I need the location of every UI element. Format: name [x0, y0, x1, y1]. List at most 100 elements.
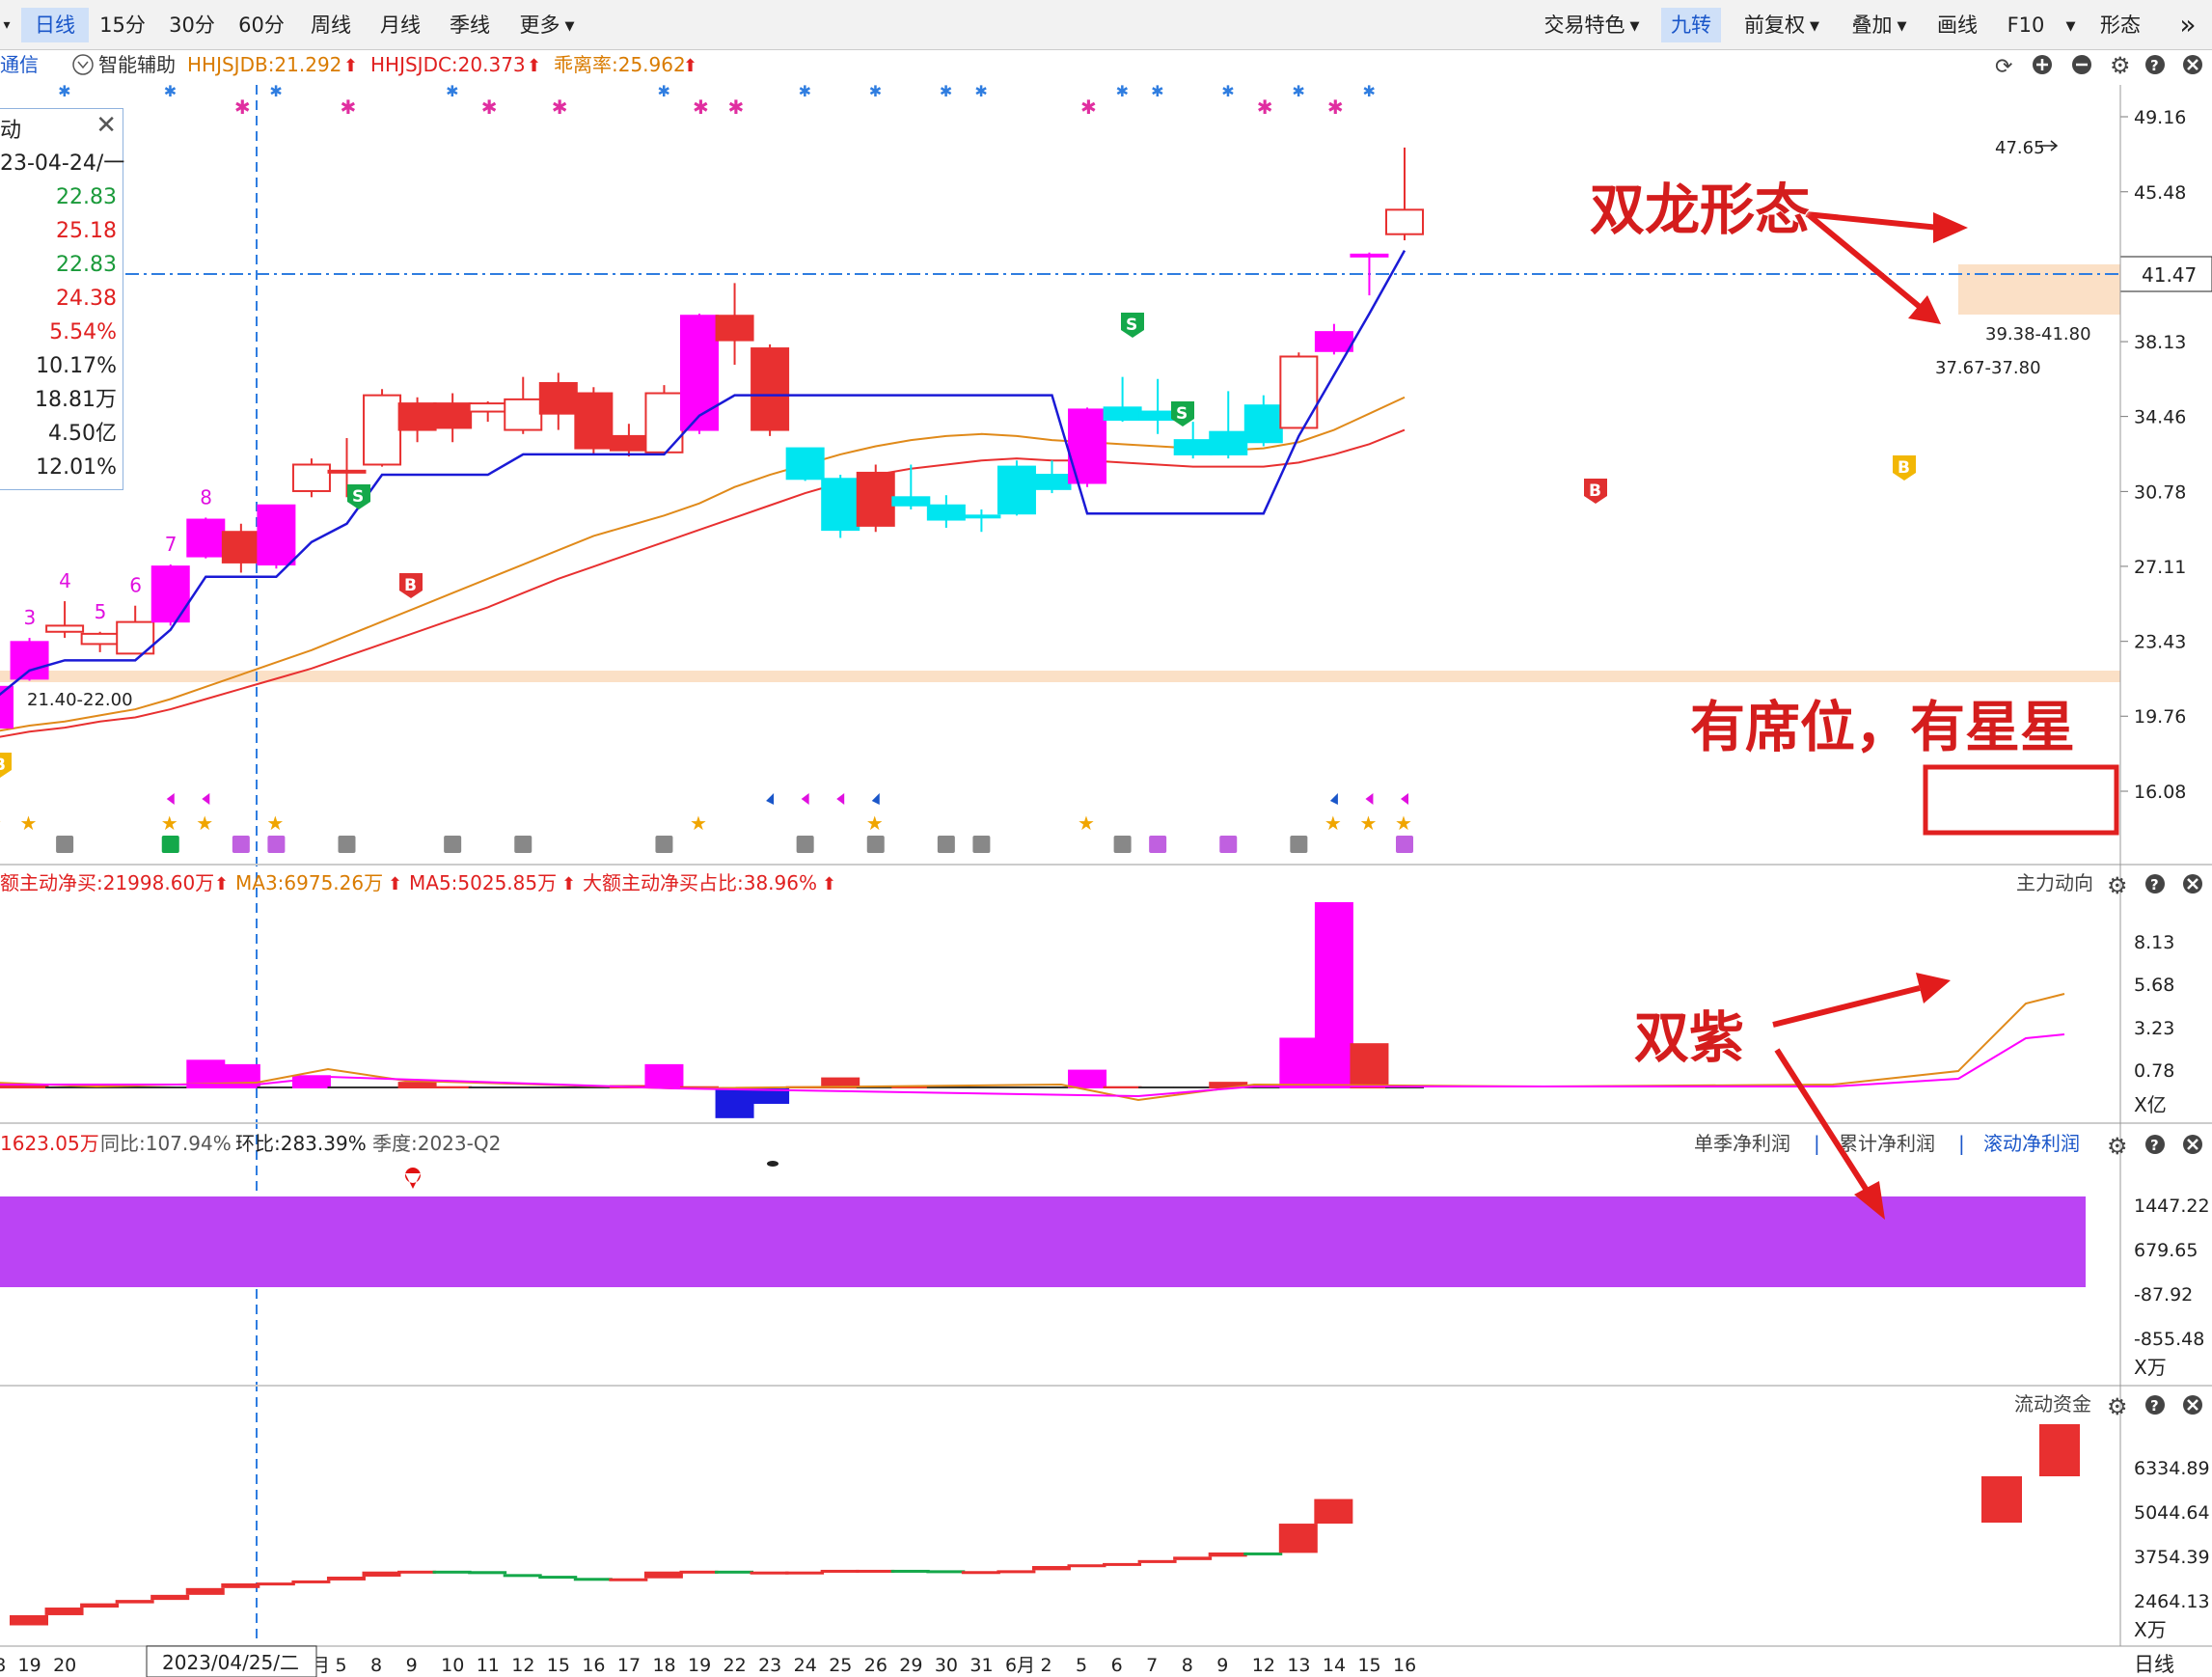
candle-body	[433, 402, 473, 429]
overlay-button[interactable]: 叠加 ▼	[1841, 8, 1918, 42]
f10-button[interactable]: F10	[2007, 14, 2045, 37]
tab-single-quarter[interactable]: 单季净利润	[1694, 1132, 1790, 1155]
kline-chart[interactable]: 通信 智能辅助 HHJSJDB:21.292 HHJSJDC:20.373 乖离…	[0, 50, 2212, 1677]
help-icon[interactable]	[2145, 55, 2165, 74]
star-icon: ★	[0, 811, 2, 835]
asterisk-blue-icon: ✱	[799, 82, 811, 100]
flag-icon	[801, 793, 809, 805]
help-icon	[2145, 874, 2165, 893]
candle-body	[821, 478, 860, 532]
current-price-value: 41.47	[2142, 263, 2197, 287]
panel3-tick: -87.92	[2134, 1284, 2193, 1306]
adjust-price-button[interactable]: 前复权 ▼	[1731, 8, 1833, 42]
tab-weekly[interactable]: 周线	[311, 14, 351, 37]
trade-feature-label: 交易特色	[1543, 14, 1625, 37]
candle-body	[0, 685, 14, 729]
gear-icon: ⚙	[2107, 1393, 2128, 1420]
zone-label-2: 37.67-37.80	[1935, 358, 2041, 378]
date-tick-label: 13	[1287, 1655, 1310, 1676]
deviation-value: 乖离率:25.962	[554, 53, 686, 76]
candle-body	[1243, 404, 1283, 444]
asterisk-blue-icon: ✱	[164, 82, 177, 100]
qoq-value: 环比:283.39%	[235, 1132, 367, 1155]
date-tick-label: 6	[1111, 1655, 1123, 1676]
tab-60min[interactable]: 60分	[238, 14, 285, 37]
liquidity-bar	[1173, 1556, 1213, 1560]
nine-turn-count: 8	[200, 485, 212, 509]
flag-icon	[836, 793, 845, 805]
main-force-bar	[1314, 902, 1353, 1088]
liquidity-bar	[820, 1569, 860, 1573]
candle-body	[644, 392, 684, 454]
date-tick-label: 17	[617, 1655, 641, 1676]
assist-dropdown-icon[interactable]	[72, 54, 94, 75]
expand-icon[interactable]: »	[2179, 9, 2197, 41]
price-tick-label: 38.13	[2134, 332, 2186, 353]
f10-dropdown[interactable]: ▼	[2057, 8, 2080, 42]
tab-monthly[interactable]: 月线	[380, 14, 421, 37]
tab-separator: |	[1814, 1132, 1820, 1155]
buy-signal-icon-text: B	[1589, 481, 1601, 501]
tab-more[interactable]: 更多 ▼	[509, 8, 585, 42]
open-value: 22.83	[56, 185, 117, 209]
tab-30min[interactable]: 30分	[169, 14, 215, 37]
buy-signal-icon-text: B	[404, 576, 417, 595]
candle-body	[504, 398, 543, 431]
nine-turn-count: 6	[129, 574, 142, 597]
sell-signal-icon	[347, 484, 370, 509]
asterisk-blue-icon: ✱	[1151, 82, 1163, 100]
liquidity-bar	[643, 1571, 683, 1579]
date-tick-label: 15	[547, 1655, 570, 1676]
panel4-tick: 6334.89	[2134, 1458, 2210, 1479]
assist-label[interactable]: 智能辅助	[98, 53, 176, 76]
candle-body	[926, 504, 966, 521]
liquidity-bar	[2039, 1424, 2080, 1476]
nine-turn-button[interactable]: 九转	[1661, 8, 1721, 42]
date-tick-label: 30	[935, 1655, 958, 1676]
main-force-bar	[962, 1086, 1001, 1088]
tab-quarterly[interactable]: 季线	[450, 14, 490, 37]
star-icon: ★	[1078, 811, 1095, 835]
gear-icon[interactable]: ⚙	[2110, 52, 2131, 79]
arrow-right-icon	[2039, 140, 2059, 151]
close-value: 24.38	[56, 287, 117, 311]
season-value: 季度:2023-Q2	[372, 1132, 501, 1155]
date-tick-label: 25	[829, 1655, 852, 1676]
liquidity-bar	[432, 1570, 472, 1574]
price-tick-label: 45.48	[2134, 182, 2186, 204]
liquidity-bar	[961, 1571, 1000, 1575]
resistance-zone	[1958, 264, 2120, 315]
date-tick-label: 9	[1216, 1655, 1228, 1676]
star-icon: ★	[20, 811, 38, 835]
close-icon[interactable]: ✕	[96, 111, 117, 140]
news-icon	[338, 836, 356, 853]
location-pin-icon	[404, 1168, 421, 1189]
date-tick-label: 22	[724, 1655, 747, 1676]
liquidity-bar	[291, 1580, 331, 1583]
tab-15min[interactable]: 15分	[99, 14, 146, 37]
refresh-icon[interactable]: ⟳	[1995, 55, 2012, 79]
highlight-box	[1923, 764, 2119, 836]
draw-line-button[interactable]: 画线	[1937, 14, 1978, 37]
net-buy-value: 额主动净买:21998.60万	[0, 871, 214, 894]
panel2-unit: X亿	[2134, 1093, 2167, 1116]
main-force-bar	[504, 1086, 543, 1088]
candle-body	[962, 514, 1001, 519]
overlay-label: 叠加	[1851, 14, 1893, 37]
liquidity-bar	[1031, 1565, 1071, 1571]
tab-rolling[interactable]: 滚动净利润	[1983, 1132, 2080, 1155]
high-price-label: 47.65	[1995, 138, 2045, 158]
liquidity-bar	[538, 1576, 578, 1580]
star-icon: ★	[1359, 811, 1377, 835]
left-scroll-caret[interactable]: ▾	[3, 17, 11, 33]
candle-body	[538, 381, 578, 415]
liquidity-bar	[80, 1603, 120, 1608]
pattern-button[interactable]: 形态	[2100, 14, 2141, 37]
tab-cumulative[interactable]: 累计净利润	[1839, 1132, 1935, 1155]
asterisk-blue-icon: ✱	[1116, 82, 1129, 100]
trade-feature-button[interactable]: 交易特色 ▼	[1532, 8, 1652, 42]
asterisk-magenta-icon: ✱	[481, 96, 498, 119]
tab-daily[interactable]: 日线	[21, 8, 89, 42]
buy-signal-icon	[0, 753, 12, 778]
liquidity-bar	[856, 1569, 895, 1573]
